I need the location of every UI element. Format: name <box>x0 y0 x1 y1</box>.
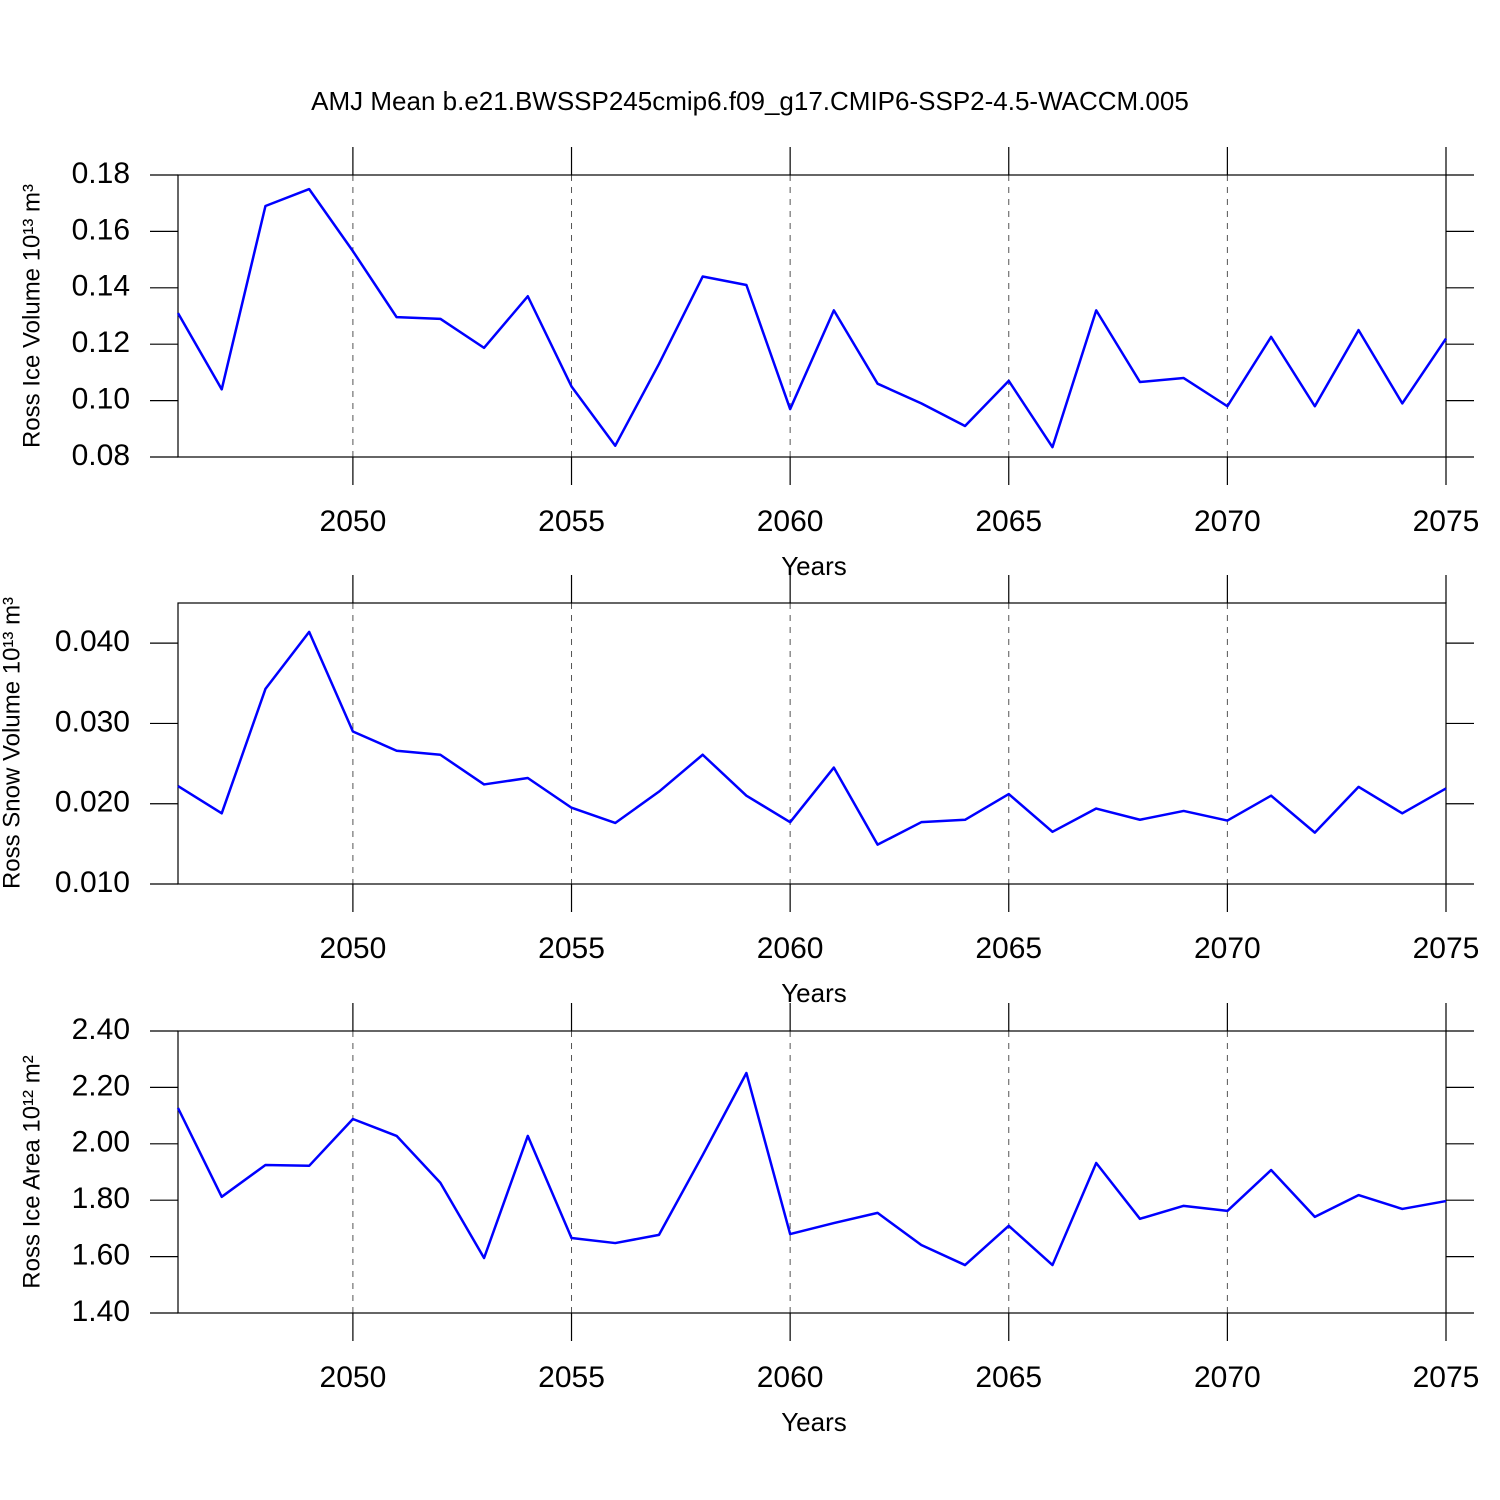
y-tick-label: 0.020 <box>55 786 130 819</box>
x-tick-label: 2075 <box>1413 505 1480 538</box>
y-tick-label: 2.00 <box>72 1126 130 1159</box>
y-tick-label: 0.16 <box>72 213 130 246</box>
y-tick-label: 1.60 <box>72 1239 130 1272</box>
y-tick-label: 0.040 <box>55 625 130 658</box>
y-tick-label: 0.030 <box>55 705 130 738</box>
plot-frame <box>177 1030 1447 1314</box>
plot-frame <box>177 174 1447 458</box>
data-line <box>176 1071 1447 1267</box>
x-tick-label: 2050 <box>320 932 387 965</box>
y-axis-label: Ross Ice Volume 10¹³ m³ <box>18 184 45 448</box>
x-tick-label: 2050 <box>320 505 387 538</box>
x-tick-label: 2055 <box>538 932 605 965</box>
x-tick-label: 2060 <box>757 505 824 538</box>
y-tick-label: 1.80 <box>72 1182 130 1215</box>
x-tick-label: 2060 <box>757 1361 824 1394</box>
chart-title: AMJ Mean b.e21.BWSSP245cmip6.f09_g17.CMI… <box>311 86 1189 116</box>
plot-frame <box>177 602 1447 885</box>
x-axis-label: Years <box>781 978 847 1008</box>
x-tick-label: 2065 <box>975 505 1042 538</box>
x-tick-label: 2065 <box>975 932 1042 965</box>
x-tick-label: 2070 <box>1194 1361 1261 1394</box>
y-tick-label: 1.40 <box>72 1295 130 1328</box>
y-tick-label: 0.10 <box>72 383 130 416</box>
x-tick-label: 2075 <box>1413 1361 1480 1394</box>
x-tick-label: 2065 <box>975 1361 1042 1394</box>
x-axis-label: Years <box>781 551 847 581</box>
x-tick-label: 2055 <box>538 505 605 538</box>
y-tick-label: 0.08 <box>72 439 130 472</box>
x-tick-label: 2075 <box>1413 932 1480 965</box>
data-line <box>176 187 1448 449</box>
x-tick-label: 2055 <box>538 1361 605 1394</box>
x-tick-label: 2070 <box>1194 932 1261 965</box>
x-axis-label: Years <box>781 1407 847 1437</box>
x-tick-label: 2070 <box>1194 505 1261 538</box>
y-tick-label: 0.010 <box>55 866 130 899</box>
y-axis-label: Ross Snow Volume 10¹³ m³ <box>0 597 25 889</box>
y-tick-label: 0.14 <box>72 270 130 303</box>
y-tick-label: 2.40 <box>72 1013 130 1046</box>
x-tick-label: 2060 <box>757 932 824 965</box>
y-tick-label: 0.18 <box>72 157 130 190</box>
y-axis-label: Ross Ice Area 10¹² m² <box>18 1055 45 1288</box>
data-line <box>177 630 1447 846</box>
x-tick-label: 2050 <box>320 1361 387 1394</box>
y-tick-label: 2.20 <box>72 1069 130 1102</box>
y-tick-label: 0.12 <box>72 326 130 359</box>
